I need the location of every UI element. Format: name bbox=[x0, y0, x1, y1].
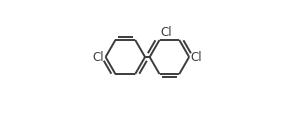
Text: Cl: Cl bbox=[191, 51, 202, 64]
Text: Cl: Cl bbox=[160, 25, 172, 38]
Text: Cl: Cl bbox=[92, 51, 104, 64]
